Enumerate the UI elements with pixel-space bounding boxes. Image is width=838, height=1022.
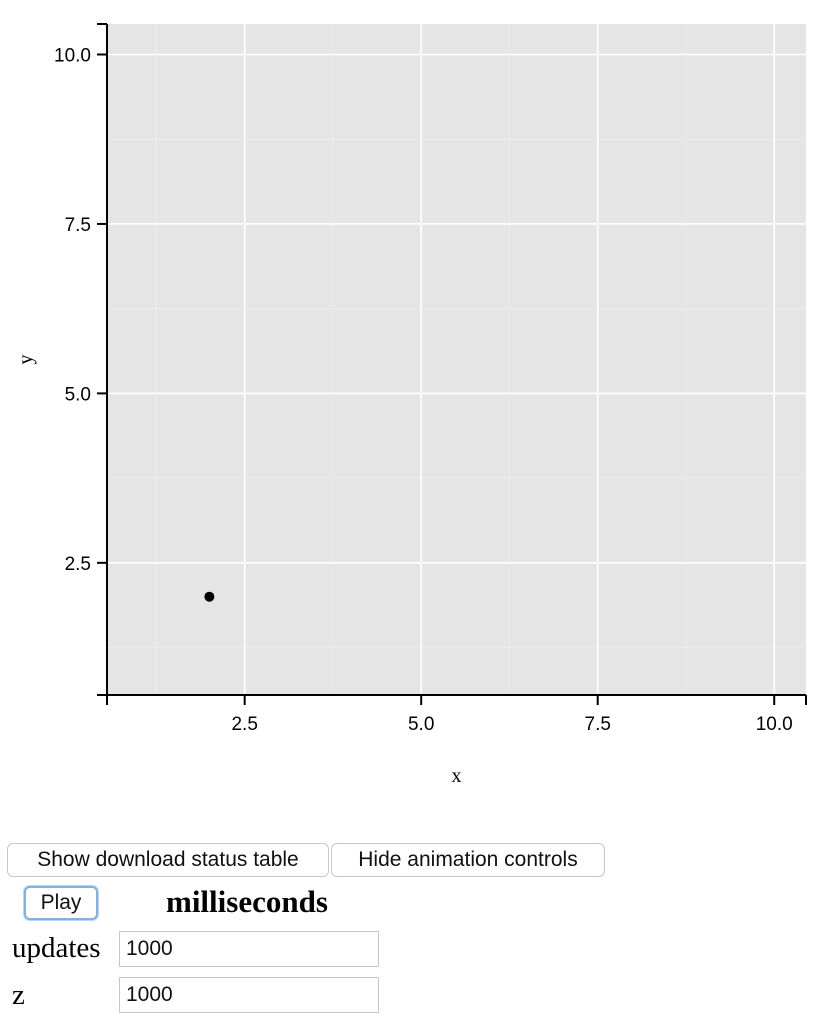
x-tick-label: 5.0: [408, 714, 434, 735]
tick-labels: 2.5 5.0 7.5 10.0 2.5 5.0 7.5 10.0: [54, 46, 793, 736]
data-point: [204, 591, 215, 602]
x-tick-label: 2.5: [231, 714, 257, 735]
scatter-plot: 2.5 5.0 7.5 10.0 2.5 5.0 7.5 10.0 x y: [15, 23, 807, 787]
data-points: [204, 591, 215, 602]
x-axis-title: x: [452, 765, 462, 787]
y-tick-label: 5.0: [65, 384, 91, 405]
x-tick-label: 10.0: [756, 714, 793, 735]
hide-animation-controls-button[interactable]: Hide animation controls: [331, 843, 605, 877]
z-input[interactable]: [119, 977, 379, 1013]
milliseconds-heading: milliseconds: [166, 884, 328, 919]
major-gridlines: [107, 24, 806, 695]
y-tick-label: 2.5: [65, 554, 91, 575]
plot-background: [107, 24, 806, 695]
x-tick-label: 7.5: [585, 714, 611, 735]
axes: [97, 23, 807, 705]
y-tick-label: 10.0: [54, 46, 91, 67]
y-tick-label: 7.5: [65, 215, 91, 236]
show-download-status-table-button[interactable]: Show download status table: [7, 843, 329, 877]
plot-svg: 2.5 5.0 7.5 10.0 2.5 5.0 7.5 10.0 x y: [15, 23, 807, 787]
play-button[interactable]: Play: [24, 886, 98, 920]
y-axis-title: y: [15, 355, 37, 365]
updates-input[interactable]: [119, 931, 379, 967]
updates-label: updates: [12, 932, 101, 964]
minor-gridlines: [107, 24, 806, 695]
z-label: z: [12, 979, 25, 1011]
